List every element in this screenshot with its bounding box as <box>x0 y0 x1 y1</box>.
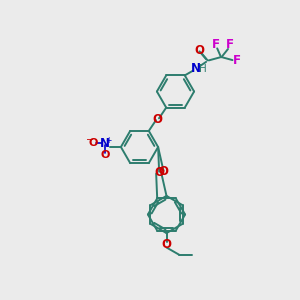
Text: F: F <box>226 38 233 51</box>
Text: O: O <box>100 150 110 160</box>
Text: O: O <box>152 113 163 126</box>
Text: H: H <box>199 64 207 74</box>
Text: N: N <box>100 137 110 150</box>
Text: −: − <box>85 135 94 146</box>
Text: F: F <box>233 54 241 67</box>
Text: O: O <box>194 44 204 57</box>
Text: N: N <box>191 62 201 75</box>
Text: O: O <box>161 238 172 251</box>
Text: O: O <box>159 165 169 178</box>
Text: F: F <box>212 38 220 51</box>
Text: +: + <box>105 136 112 145</box>
Text: O: O <box>154 166 164 179</box>
Text: O: O <box>88 138 98 148</box>
